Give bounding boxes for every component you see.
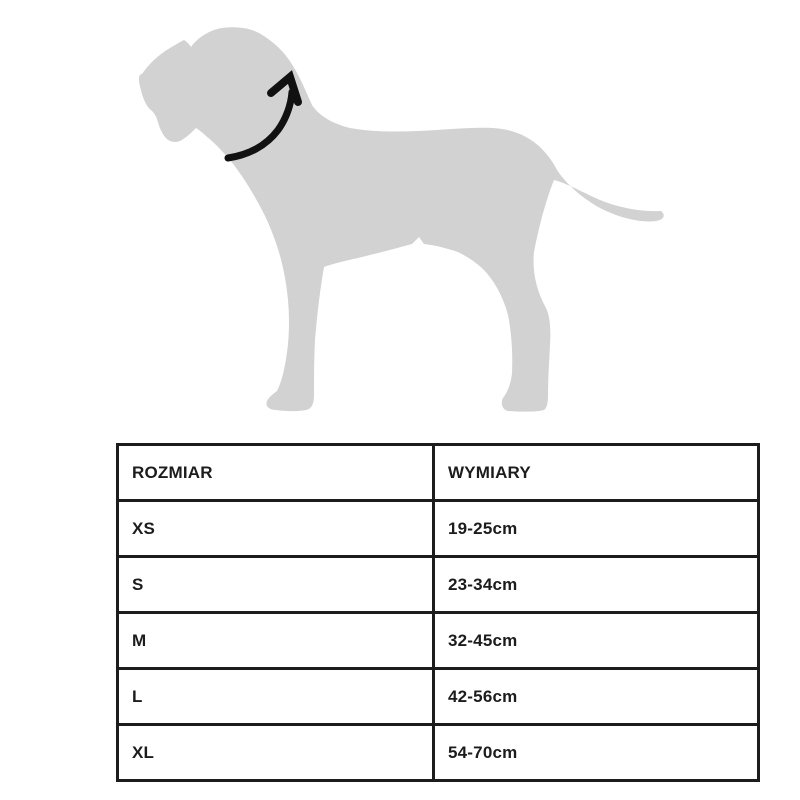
neck-arrow-curve [224,88,296,162]
size-cell: S [116,555,435,614]
table-row: XL 54-70cm [116,723,760,782]
dimensions-cell: 42-56cm [432,667,760,726]
dimensions-cell: 54-70cm [432,723,760,782]
size-cell: L [116,667,435,726]
table-row: M 32-45cm [116,611,760,670]
column-header-size: ROZMIAR [116,443,435,502]
dog-silhouette [139,27,664,412]
neck-measure-arrow-icon [224,70,302,162]
size-cell: M [116,611,435,670]
dog-illustration [139,27,664,412]
size-cell: XL [116,723,435,782]
dimensions-cell: 23-34cm [432,555,760,614]
neck-arrow-head [267,70,302,106]
table-row: S 23-34cm [116,555,760,614]
column-header-dimensions: WYMIARY [432,443,760,502]
dimensions-cell: 32-45cm [432,611,760,670]
table-row: XS 19-25cm [116,499,760,558]
size-cell: XS [116,499,435,558]
size-table: ROZMIAR WYMIARY XS 19-25cm S 23-34cm M 3… [116,443,760,782]
dimensions-cell: 19-25cm [432,499,760,558]
table-header-row: ROZMIAR WYMIARY [116,443,760,502]
table-row: L 42-56cm [116,667,760,726]
